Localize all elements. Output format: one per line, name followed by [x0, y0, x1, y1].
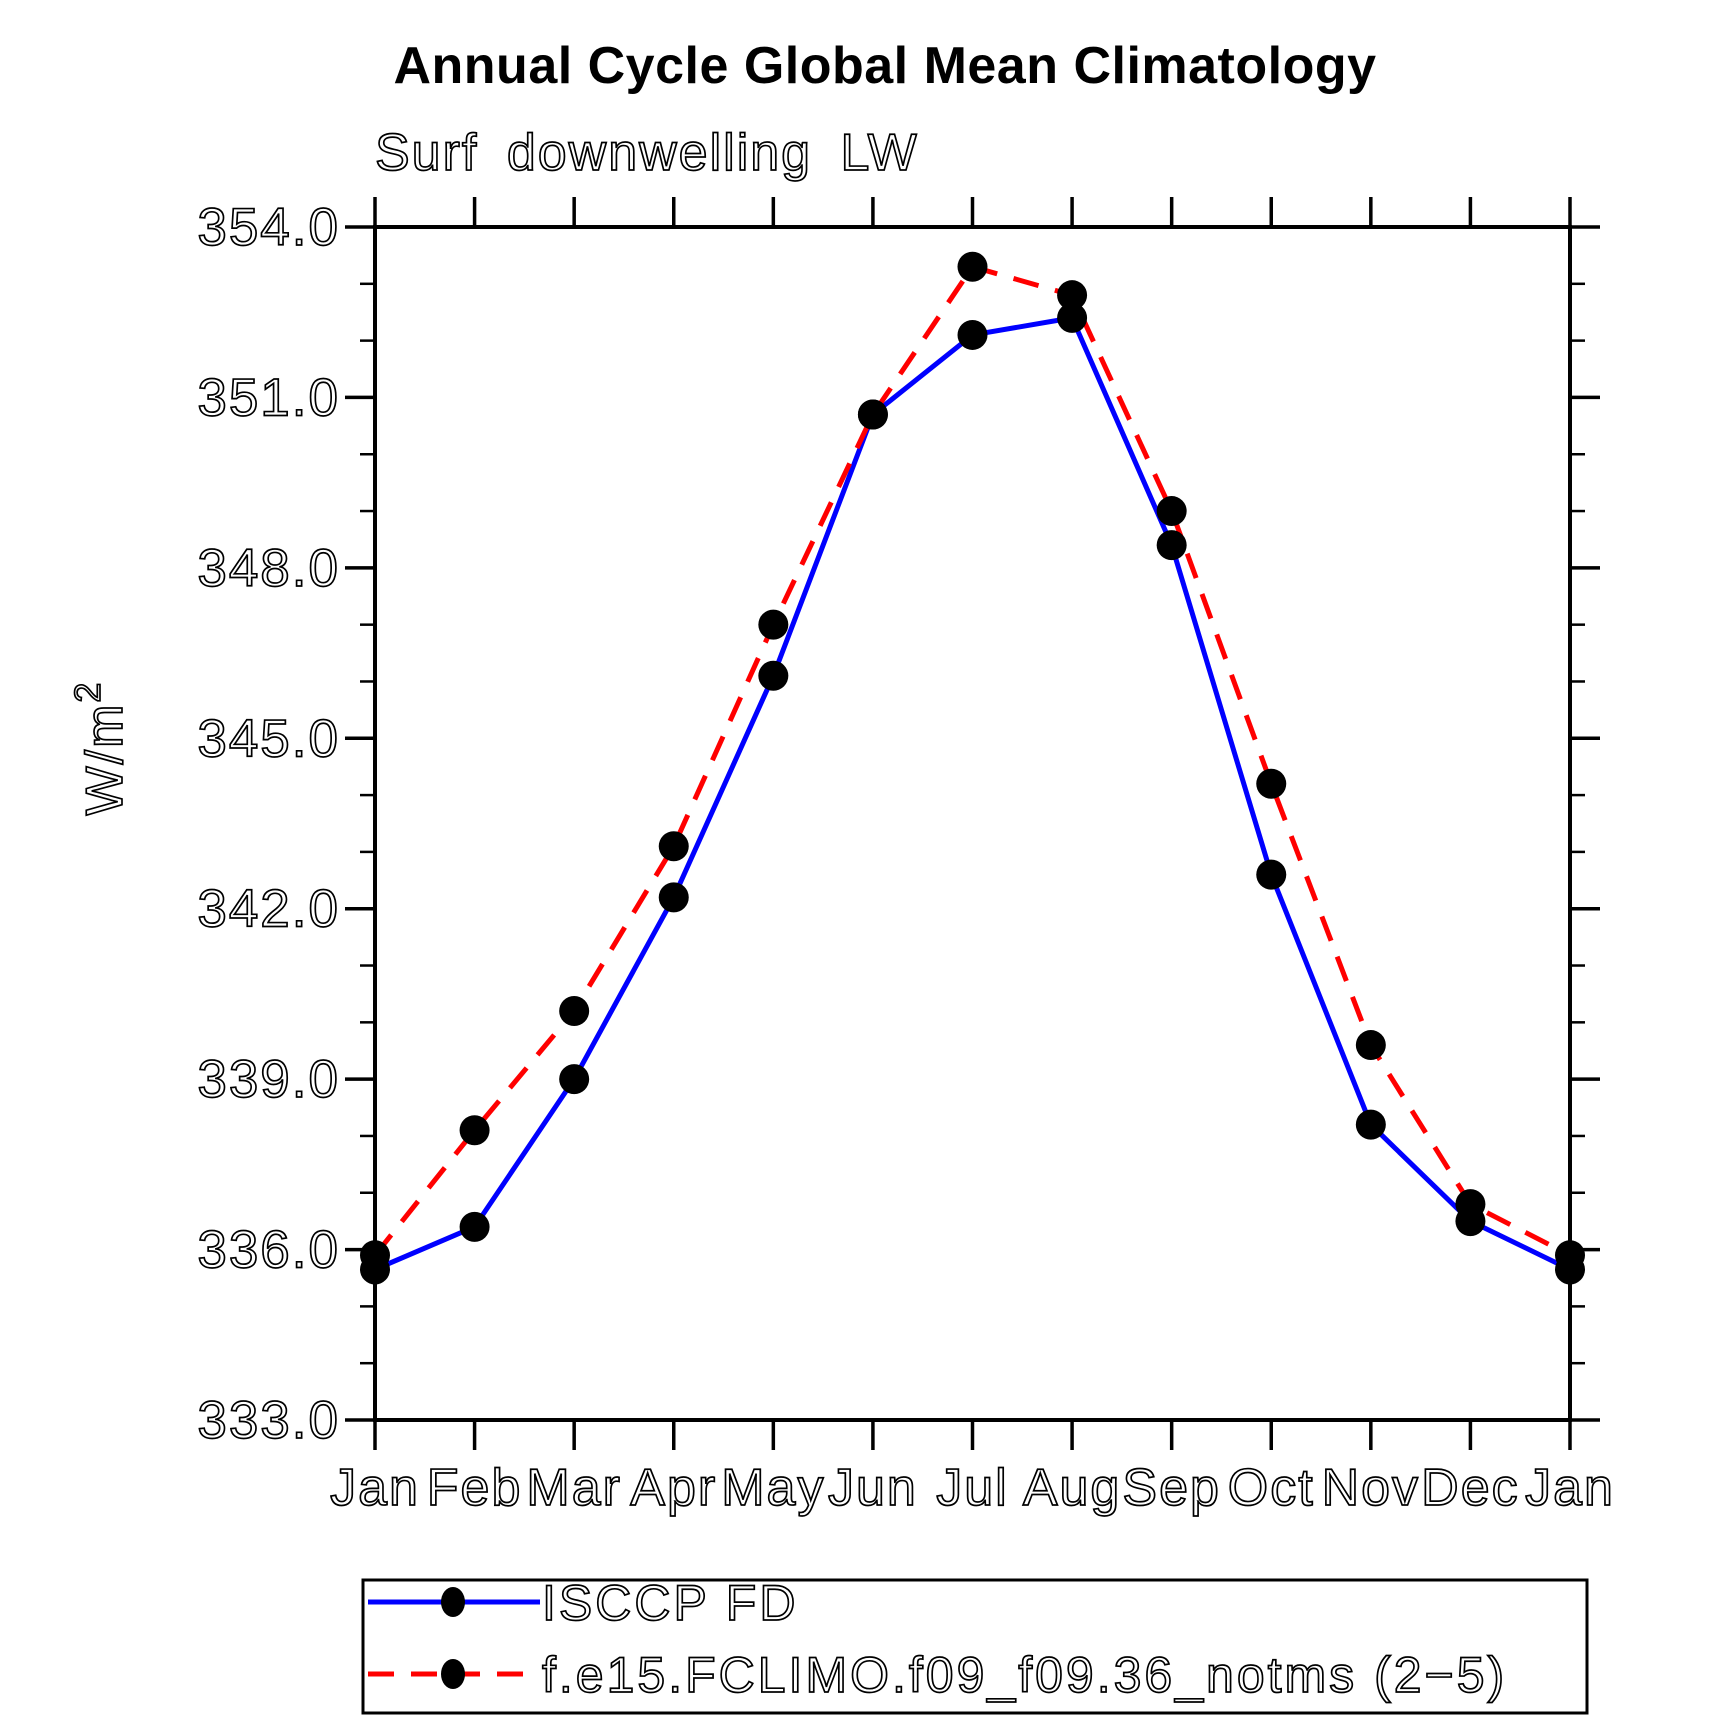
y-tick-label: 354.0: [197, 198, 340, 257]
x-tick-label: May: [721, 1459, 825, 1517]
legend-box: [361, 1578, 1589, 1715]
legend-marker-isccp: [441, 1587, 465, 1617]
x-tick-label: Mar: [526, 1459, 622, 1517]
chart-title: Annual Cycle Global Mean Climatology: [393, 37, 1376, 95]
data-point-marker: [658, 882, 689, 913]
x-tick-label: Jan: [1525, 1459, 1615, 1517]
legend: ISCCP FD f.e15.FCLIMO.f09_f09.36_notms (…: [361, 1574, 1589, 1715]
data-point-marker: [559, 995, 590, 1026]
data-point-marker: [658, 831, 689, 862]
data-point-marker: [1156, 530, 1187, 561]
chart-subtitle: Surf downwelling LW: [375, 124, 919, 182]
y-axis-tick-labels: 333.0 336.0 339.0 342.0 345.0 348.0 351.0 354.0: [197, 197, 340, 1451]
x-axis-tick-labels: Jan Feb Mar Apr May Jun Jul Aug Sep Oct Nov Dec Jan: [329, 1458, 1615, 1518]
data-point-marker: [1256, 859, 1287, 890]
data-point-marker: [857, 399, 888, 430]
x-tick-label: Nov: [1322, 1459, 1420, 1517]
y-tick-label: 342.0: [197, 880, 340, 939]
data-point-marker: [758, 609, 789, 640]
plot-frame: [373, 225, 1572, 1422]
data-point-marker: [1057, 280, 1088, 311]
y-tick-label: 333.0: [197, 1391, 340, 1450]
x-axis-ticks: [373, 197, 1572, 1450]
y-axis-title-unit: W/m: [76, 703, 134, 816]
data-point-marker: [758, 660, 789, 691]
y-tick-label: 348.0: [197, 539, 340, 598]
legend-marker-model: [441, 1659, 465, 1689]
y-tick-label: 345.0: [197, 709, 340, 768]
y-tick-label: 339.0: [197, 1050, 340, 1109]
data-point-marker: [459, 1115, 490, 1146]
x-tick-label: Jun: [828, 1459, 918, 1517]
x-tick-label: Apr: [630, 1459, 717, 1517]
x-tick-label: Jul: [936, 1459, 1008, 1517]
y-axis-title: W/m2: [67, 681, 134, 816]
data-point-marker: [1057, 302, 1088, 333]
series-line-0: [374, 315, 1572, 1272]
data-point-marker: [1355, 1030, 1386, 1061]
data-point-marker: [1355, 1109, 1386, 1140]
data-series-lines: [373, 264, 1572, 1272]
x-tick-label: Oct: [1228, 1459, 1315, 1517]
x-tick-label: Jan: [330, 1459, 420, 1517]
data-point-marker: [1256, 768, 1287, 799]
legend-label-model: f.e15.FCLIMO.f09_f09.36_notms (2−5): [542, 1647, 1507, 1703]
y-tick-label: 351.0: [197, 368, 340, 427]
y-tick-label: 336.0: [197, 1221, 340, 1280]
x-tick-label: Feb: [427, 1459, 523, 1517]
legend-label-isccp: ISCCP FD: [542, 1575, 798, 1631]
y-axis-title-superscript: 2: [67, 681, 108, 703]
data-point-marker: [957, 319, 988, 350]
y-axis-ticks: [345, 225, 1600, 1422]
data-point-marker: [459, 1211, 490, 1242]
x-tick-label: Aug: [1023, 1459, 1122, 1517]
data-point-marker: [559, 1064, 590, 1095]
data-point-marker: [957, 251, 988, 282]
data-point-marker: [1156, 496, 1187, 527]
x-tick-label: Sep: [1122, 1459, 1221, 1517]
data-point-markers: [360, 251, 1585, 1285]
data-point-marker: [1455, 1189, 1486, 1220]
x-tick-label: Dec: [1421, 1459, 1519, 1517]
